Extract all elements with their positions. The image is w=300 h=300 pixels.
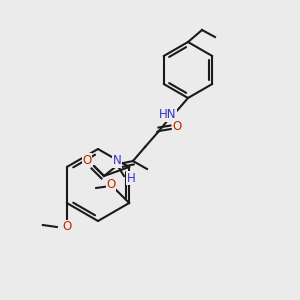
Text: H: H xyxy=(127,172,135,184)
Text: O: O xyxy=(82,154,91,166)
Text: O: O xyxy=(106,178,116,190)
Text: O: O xyxy=(62,220,71,233)
Text: O: O xyxy=(172,121,182,134)
Text: N: N xyxy=(112,154,122,167)
Text: HN: HN xyxy=(159,109,177,122)
